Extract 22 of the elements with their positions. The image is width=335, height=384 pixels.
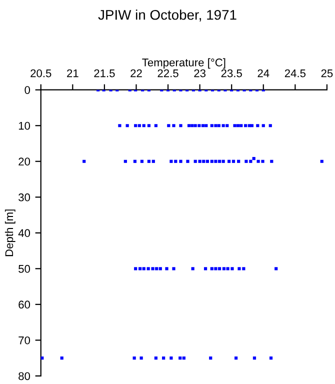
x-tick-label: 22 (130, 69, 142, 78)
x-tick-label: 23.5 (221, 69, 242, 78)
x-tick-label: 22.5 (158, 69, 178, 78)
y-tick-label: 10 (18, 122, 30, 130)
x-tick-label: 23 (194, 69, 206, 78)
x-tick-label: 25 (321, 69, 333, 78)
x-tick-label: 24 (258, 69, 270, 78)
y-axis-title: Depth [m] (4, 210, 16, 256)
x-tick-label: 21 (67, 69, 78, 78)
y-tick-label: 60 (18, 300, 30, 309)
x-tick-label: 24.5 (284, 69, 306, 78)
y-tick-label: 80 (18, 372, 30, 380)
x-tick-label: 20.5 (30, 69, 52, 78)
x-tick-label: 21.5 (94, 69, 115, 78)
y-tick-label: 0 (24, 86, 30, 94)
y-tick-label: 30 (18, 193, 30, 202)
y-tick-label: 70 (18, 336, 30, 344)
x-axis-title: Temperature [°C] (142, 58, 226, 69)
chart-title: JPIW in October, 1971 (98, 10, 236, 22)
y-tick-label: 40 (18, 229, 30, 238)
y-tick-label: 50 (18, 264, 30, 273)
y-tick-label: 20 (18, 158, 30, 166)
